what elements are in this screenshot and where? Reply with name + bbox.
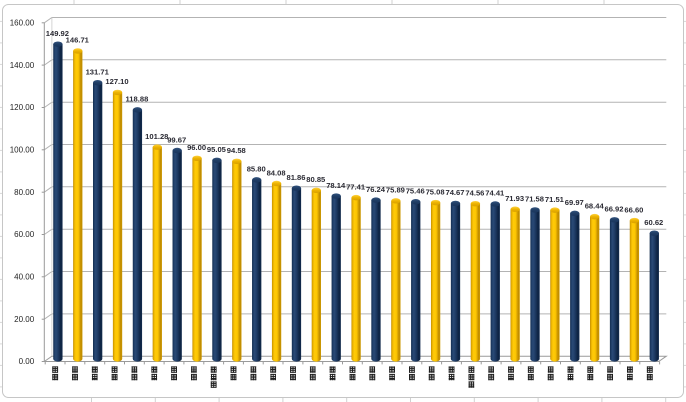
svg-text:127.10: 127.10	[105, 77, 128, 86]
svg-text:74.67: 74.67	[445, 188, 464, 197]
svg-text:78.14: 78.14	[326, 181, 346, 190]
svg-text:66.60: 66.60	[624, 205, 643, 214]
svg-text:68.44: 68.44	[585, 201, 605, 210]
svg-text:75.46: 75.46	[406, 187, 425, 196]
svg-text:118.88: 118.88	[125, 95, 148, 104]
svg-text:74.56: 74.56	[465, 188, 484, 197]
svg-text:20.00: 20.00	[14, 315, 35, 324]
svg-text:95.05: 95.05	[207, 145, 227, 154]
svg-text:84.08: 84.08	[267, 168, 286, 177]
svg-text:131.71: 131.71	[86, 67, 110, 76]
svg-text:96.00: 96.00	[187, 143, 206, 152]
svg-text:0.00: 0.00	[19, 357, 35, 366]
svg-text:76.24: 76.24	[366, 185, 386, 194]
svg-text:160.00: 160.00	[10, 19, 35, 28]
svg-text:74.41: 74.41	[485, 189, 505, 198]
svg-text:94.58: 94.58	[227, 146, 246, 155]
svg-text:146.71: 146.71	[66, 36, 90, 45]
svg-text:101.28: 101.28	[145, 132, 168, 141]
svg-text:71.51: 71.51	[545, 195, 565, 204]
svg-text:60.00: 60.00	[14, 230, 35, 239]
svg-text:149.92: 149.92	[46, 29, 69, 38]
svg-text:140.00: 140.00	[10, 61, 35, 70]
svg-text:60.62: 60.62	[644, 218, 663, 227]
svg-text:100.00: 100.00	[10, 146, 35, 155]
svg-text:40.00: 40.00	[14, 273, 35, 282]
svg-text:81.86: 81.86	[286, 173, 305, 182]
svg-text:85.80: 85.80	[247, 165, 266, 174]
svg-text:66.92: 66.92	[604, 205, 623, 214]
svg-text:75.89: 75.89	[386, 186, 405, 195]
svg-text:77.41: 77.41	[346, 182, 366, 191]
svg-text:99.67: 99.67	[167, 135, 186, 144]
svg-text:120.00: 120.00	[10, 103, 35, 112]
svg-text:80.00: 80.00	[14, 188, 35, 197]
svg-text:71.93: 71.93	[505, 194, 524, 203]
svg-text:75.08: 75.08	[426, 187, 445, 196]
svg-text:71.58: 71.58	[525, 195, 544, 204]
svg-text:69.97: 69.97	[565, 198, 584, 207]
svg-text:80.85: 80.85	[306, 175, 326, 184]
